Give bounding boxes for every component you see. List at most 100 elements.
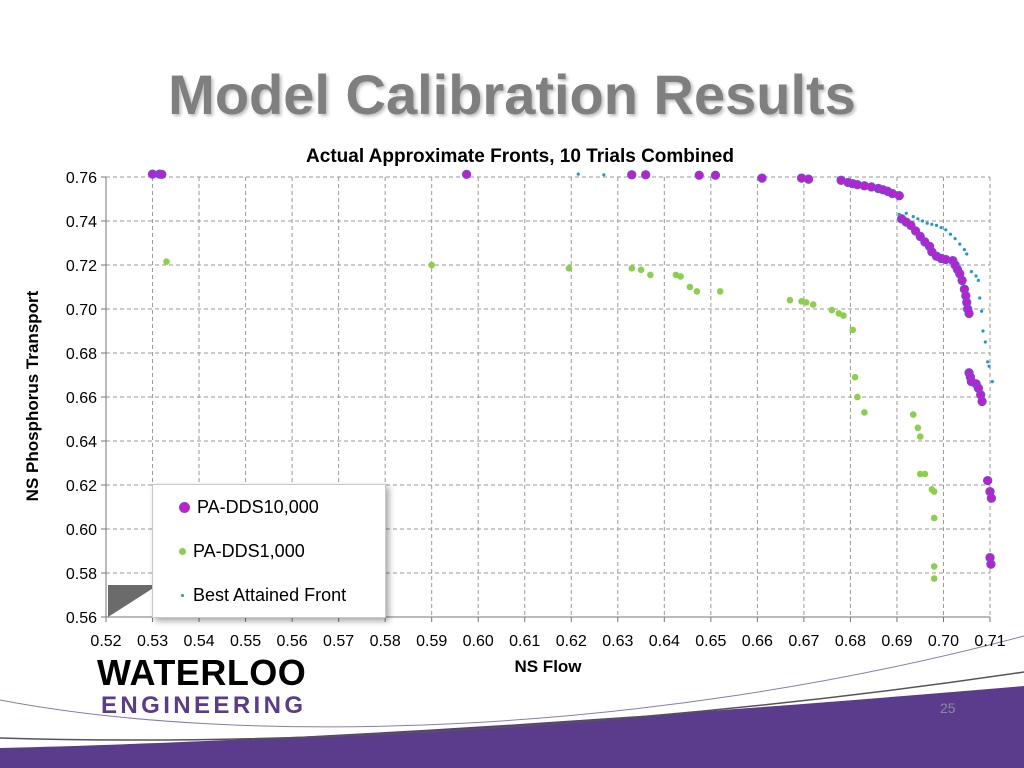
- y-tick-label: 0.64: [66, 434, 97, 451]
- data-point-best-front: [911, 215, 915, 219]
- x-tick-label: 0.56: [277, 633, 308, 650]
- data-point-dds1000: [716, 288, 724, 295]
- logo-engineering: ENGINEERING: [101, 692, 307, 719]
- data-point-dds10000: [757, 173, 767, 183]
- y-tick-label: 0.68: [66, 346, 97, 363]
- y-axis-label: NS Phosphorus Transport: [23, 290, 42, 501]
- x-tick-label: 0.66: [742, 633, 773, 650]
- data-point-dds1000: [686, 283, 694, 291]
- x-axis-label: NS Flow: [514, 657, 582, 676]
- y-tick-label: 0.60: [66, 522, 97, 539]
- x-tick-label: 0.64: [649, 633, 680, 650]
- data-point-best-front: [944, 228, 948, 232]
- data-point-best-front: [930, 222, 934, 226]
- decor-curve-purple: [0, 635, 1024, 728]
- data-point-best-front: [978, 296, 982, 300]
- data-point-dds1000: [916, 433, 924, 440]
- data-point-best-front: [934, 223, 939, 227]
- legend-item-dds1000: PA-DDS1,000: [179, 541, 305, 562]
- data-point-dds1000: [565, 265, 573, 272]
- data-point-dds10000: [694, 170, 704, 180]
- y-tick-label: 0.58: [66, 566, 97, 583]
- x-tick-label: 0.52: [90, 633, 121, 650]
- data-point-dds1000: [914, 424, 922, 432]
- x-tick-label: 0.53: [137, 633, 168, 650]
- data-point-dds1000: [428, 261, 435, 269]
- data-point-dds1000: [163, 258, 170, 266]
- legend-item-dds10000: PA-DDS10,000: [179, 497, 319, 518]
- x-tick-label: 0.62: [556, 633, 587, 650]
- data-point-dds1000: [854, 393, 861, 401]
- x-tick-label: 0.55: [230, 633, 261, 650]
- data-point-best-front: [958, 242, 962, 246]
- legend-label-dds1000: PA-DDS1,000: [193, 541, 305, 561]
- data-point-dds1000: [693, 288, 701, 295]
- data-points: [147, 169, 997, 582]
- x-tick-label: 0.68: [835, 633, 866, 650]
- x-tick-label: 0.60: [463, 633, 494, 650]
- data-point-best-front: [983, 340, 987, 344]
- legend-shadow-decoration: [108, 585, 158, 617]
- data-point-dds1000: [647, 271, 654, 279]
- slide-title: Model Calibration Results: [168, 63, 856, 126]
- data-point-dds10000: [983, 475, 993, 486]
- data-point-dds1000: [930, 563, 938, 570]
- x-tick-label: 0.61: [509, 633, 540, 650]
- data-point-dds10000: [964, 308, 974, 319]
- data-point-dds1000: [628, 265, 636, 272]
- x-tick-label: 0.57: [323, 633, 354, 650]
- page-number: 25: [940, 700, 956, 716]
- legend-marker-dds1000: [179, 548, 186, 555]
- legend-marker-best-front: [181, 594, 184, 597]
- data-point-dds1000: [840, 312, 847, 319]
- y-tick-label: 0.56: [66, 610, 97, 627]
- data-point-best-front: [986, 360, 990, 364]
- data-point-best-front: [904, 211, 908, 215]
- legend-label-best-front: Best Attained Front: [193, 585, 347, 605]
- data-point-best-front: [990, 380, 994, 384]
- data-point-best-front: [576, 172, 580, 176]
- data-point-dds10000: [957, 275, 967, 286]
- data-point-best-front: [925, 221, 929, 225]
- background-decoration: [0, 635, 1024, 768]
- data-point-dds1000: [828, 306, 836, 314]
- data-point-best-front: [920, 219, 925, 223]
- x-tick-label: 0.59: [416, 633, 447, 650]
- data-point-best-front: [897, 212, 901, 216]
- data-point-best-front: [981, 329, 985, 333]
- x-tick-label: 0.69: [881, 633, 912, 650]
- legend-marker-dds10000: [179, 502, 190, 513]
- data-point-dds10000: [627, 170, 637, 180]
- data-point-dds1000: [786, 296, 794, 304]
- data-point-dds1000: [930, 488, 938, 495]
- data-point-dds1000: [861, 409, 868, 416]
- y-tick-label: 0.72: [66, 258, 97, 275]
- chart-legend: PA-DDS10,000 PA-DDS1,000 Best Attained F…: [152, 484, 386, 618]
- data-point-best-front: [939, 226, 943, 230]
- y-tick-label: 0.74: [66, 214, 97, 231]
- logo-waterloo: WATERLOO: [97, 652, 307, 693]
- x-tick-label: 0.63: [602, 633, 633, 650]
- legend-label-dds10000: PA-DDS10,000: [197, 497, 319, 517]
- data-point-dds10000: [461, 169, 472, 180]
- x-tick-label: 0.65: [695, 633, 726, 650]
- data-point-dds10000: [710, 170, 721, 180]
- data-point-best-front: [969, 270, 973, 274]
- data-point-dds1000: [916, 470, 924, 478]
- data-point-best-front: [980, 309, 984, 313]
- y-tick-label: 0.76: [66, 170, 97, 187]
- data-point-best-front: [976, 278, 980, 282]
- x-tick-label: 0.54: [183, 633, 214, 650]
- data-point-dds1000: [851, 373, 859, 381]
- data-point-best-front: [965, 252, 969, 256]
- data-point-best-front: [974, 274, 978, 278]
- data-point-dds1000: [677, 273, 684, 280]
- data-point-dds10000: [986, 493, 997, 503]
- x-tick-label: 0.58: [370, 633, 401, 650]
- data-point-dds10000: [977, 396, 987, 407]
- data-point-dds1000: [802, 299, 810, 306]
- data-point-best-front: [953, 237, 957, 241]
- data-point-dds1000: [909, 411, 917, 418]
- data-point-dds1000: [849, 326, 857, 334]
